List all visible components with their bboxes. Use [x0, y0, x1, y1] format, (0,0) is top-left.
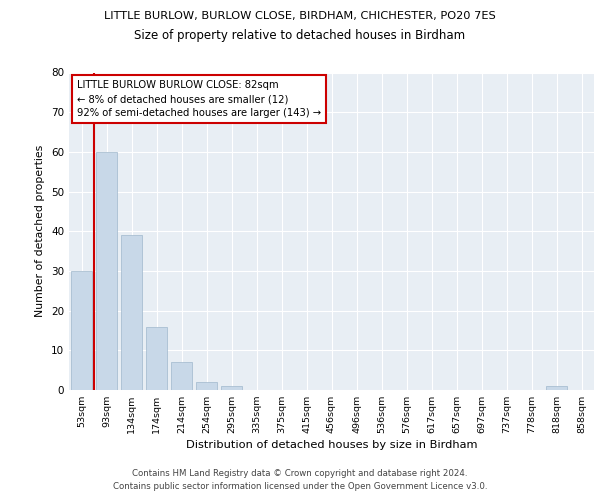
X-axis label: Distribution of detached houses by size in Birdham: Distribution of detached houses by size … — [186, 440, 477, 450]
Bar — [171, 362, 192, 390]
Bar — [146, 326, 167, 390]
Bar — [96, 152, 117, 390]
Text: LITTLE BURLOW BURLOW CLOSE: 82sqm
← 8% of detached houses are smaller (12)
92% o: LITTLE BURLOW BURLOW CLOSE: 82sqm ← 8% o… — [77, 80, 321, 118]
Bar — [121, 235, 142, 390]
Bar — [546, 386, 567, 390]
Y-axis label: Number of detached properties: Number of detached properties — [35, 145, 46, 318]
Text: Contains HM Land Registry data © Crown copyright and database right 2024.
Contai: Contains HM Land Registry data © Crown c… — [113, 470, 487, 491]
Text: LITTLE BURLOW, BURLOW CLOSE, BIRDHAM, CHICHESTER, PO20 7ES: LITTLE BURLOW, BURLOW CLOSE, BIRDHAM, CH… — [104, 12, 496, 22]
Bar — [71, 271, 92, 390]
Bar — [196, 382, 217, 390]
Text: Size of property relative to detached houses in Birdham: Size of property relative to detached ho… — [134, 28, 466, 42]
Bar — [221, 386, 242, 390]
